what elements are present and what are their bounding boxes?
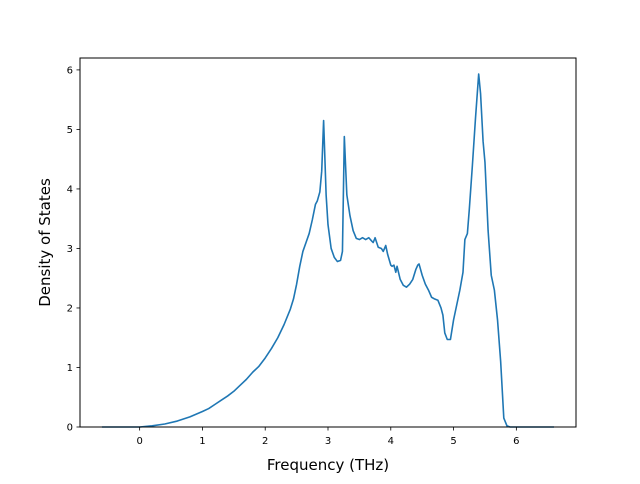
x-axis-label: Frequency (THz) xyxy=(267,456,389,474)
axes-frame xyxy=(79,57,577,428)
x-tick-label: 1 xyxy=(199,436,205,447)
y-tick-label: 0 xyxy=(67,423,73,434)
series-line-0 xyxy=(101,73,555,428)
x-tick-label: 0 xyxy=(136,436,142,447)
y-tick-label: 1 xyxy=(67,363,73,374)
y-axis-ticks: 0 1 2 3 4 5 6 xyxy=(67,65,80,434)
x-tick-label: 4 xyxy=(388,436,394,447)
y-tick-label: 2 xyxy=(67,303,73,314)
x-tick-label: 6 xyxy=(513,436,519,447)
y-axis-label: Density of States xyxy=(36,178,54,307)
y-tick-label: 6 xyxy=(67,65,73,76)
plot-area xyxy=(101,73,555,428)
y-tick-label: 3 xyxy=(67,244,73,255)
x-tick-label: 5 xyxy=(450,436,456,447)
x-tick-label: 3 xyxy=(325,436,331,447)
x-tick-label: 2 xyxy=(262,436,268,447)
x-axis-ticks: 0 1 2 3 4 5 6 xyxy=(136,427,520,447)
y-tick-label: 4 xyxy=(67,184,73,195)
y-tick-label: 5 xyxy=(67,125,73,136)
